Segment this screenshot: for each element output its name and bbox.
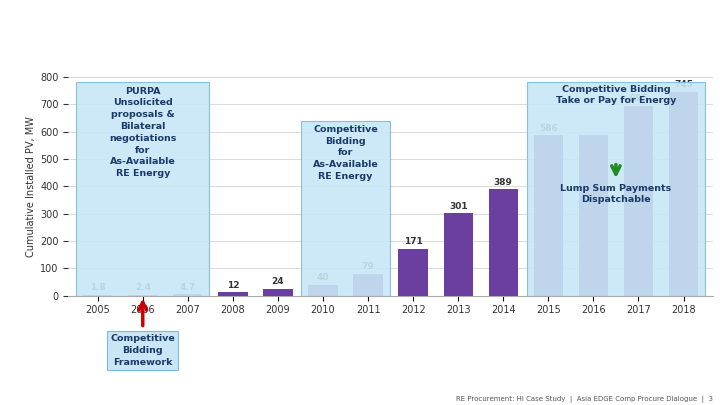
Text: 171: 171 (404, 237, 423, 246)
Bar (354, 274, 383, 296)
Bar (218, 292, 248, 296)
Text: RE Procurement: HI Case Study  |  Asia EDGE Comp Procure Dialogue  |  3: RE Procurement: HI Case Study | Asia EDG… (456, 396, 713, 403)
Bar (624, 106, 653, 296)
Text: Competitive
Bidding
for
As-Available
RE Energy: Competitive Bidding for As-Available RE … (312, 125, 379, 181)
Y-axis label: Cumulative Installed PV, MW: Cumulative Installed PV, MW (26, 116, 36, 257)
Text: 12: 12 (227, 281, 239, 290)
Text: Procurement Methods have Evolved: Procurement Methods have Evolved (78, 20, 642, 49)
Text: 1.8: 1.8 (90, 284, 106, 292)
FancyBboxPatch shape (302, 121, 390, 296)
Text: 389: 389 (494, 177, 513, 187)
Text: Competitive
Bidding
Framework: Competitive Bidding Framework (110, 334, 175, 367)
Text: 40: 40 (317, 273, 329, 282)
Bar (489, 189, 518, 296)
Text: Competitive Bidding
Take or Pay for Energy: Competitive Bidding Take or Pay for Ener… (556, 85, 676, 105)
Bar (128, 295, 158, 296)
FancyBboxPatch shape (527, 83, 705, 296)
Bar (669, 92, 698, 296)
Text: 2.4: 2.4 (135, 283, 150, 292)
Text: 301: 301 (449, 202, 467, 211)
Bar (398, 249, 428, 296)
Text: 695: 695 (629, 94, 648, 103)
Text: 586: 586 (539, 124, 558, 133)
Text: PURPA
Unsolicited
proposals &
Bilateral
negotiations
for
As-Available
RE Energy: PURPA Unsolicited proposals & Bilateral … (109, 87, 176, 178)
FancyBboxPatch shape (76, 83, 210, 296)
Bar (174, 294, 202, 296)
Bar (579, 135, 608, 296)
Text: Lump Sum Payments
Dispatchable: Lump Sum Payments Dispatchable (560, 183, 672, 204)
Bar (83, 295, 112, 296)
Bar (264, 289, 292, 296)
Text: 745: 745 (674, 80, 693, 89)
Bar (444, 213, 473, 296)
Text: 24: 24 (271, 277, 284, 286)
Text: 4.7: 4.7 (180, 283, 196, 292)
Bar (534, 135, 563, 296)
Text: 79: 79 (361, 262, 374, 271)
Bar (308, 285, 338, 296)
